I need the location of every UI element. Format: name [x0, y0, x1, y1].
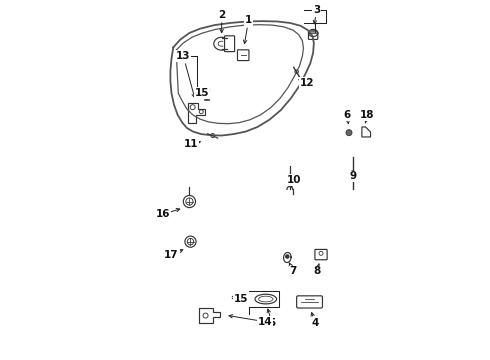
Circle shape [286, 255, 289, 258]
Circle shape [346, 130, 352, 136]
Text: 8: 8 [313, 266, 320, 276]
Text: 14: 14 [257, 317, 272, 327]
Text: 7: 7 [290, 266, 297, 276]
Text: 6: 6 [343, 111, 351, 121]
Text: 15: 15 [195, 88, 209, 98]
Text: 4: 4 [311, 319, 318, 328]
Text: 2: 2 [218, 10, 225, 20]
Circle shape [350, 171, 355, 175]
Text: 11: 11 [184, 139, 198, 149]
Text: 3: 3 [313, 5, 320, 15]
Text: 17: 17 [164, 250, 179, 260]
Text: 18: 18 [360, 111, 374, 121]
Text: 10: 10 [287, 175, 302, 185]
Text: 1: 1 [245, 15, 252, 26]
Text: 13: 13 [176, 51, 191, 61]
Text: 5: 5 [268, 319, 275, 328]
Text: 16: 16 [156, 209, 171, 219]
Text: 12: 12 [299, 78, 314, 88]
Text: 9: 9 [349, 171, 356, 181]
Text: 15: 15 [234, 294, 248, 304]
